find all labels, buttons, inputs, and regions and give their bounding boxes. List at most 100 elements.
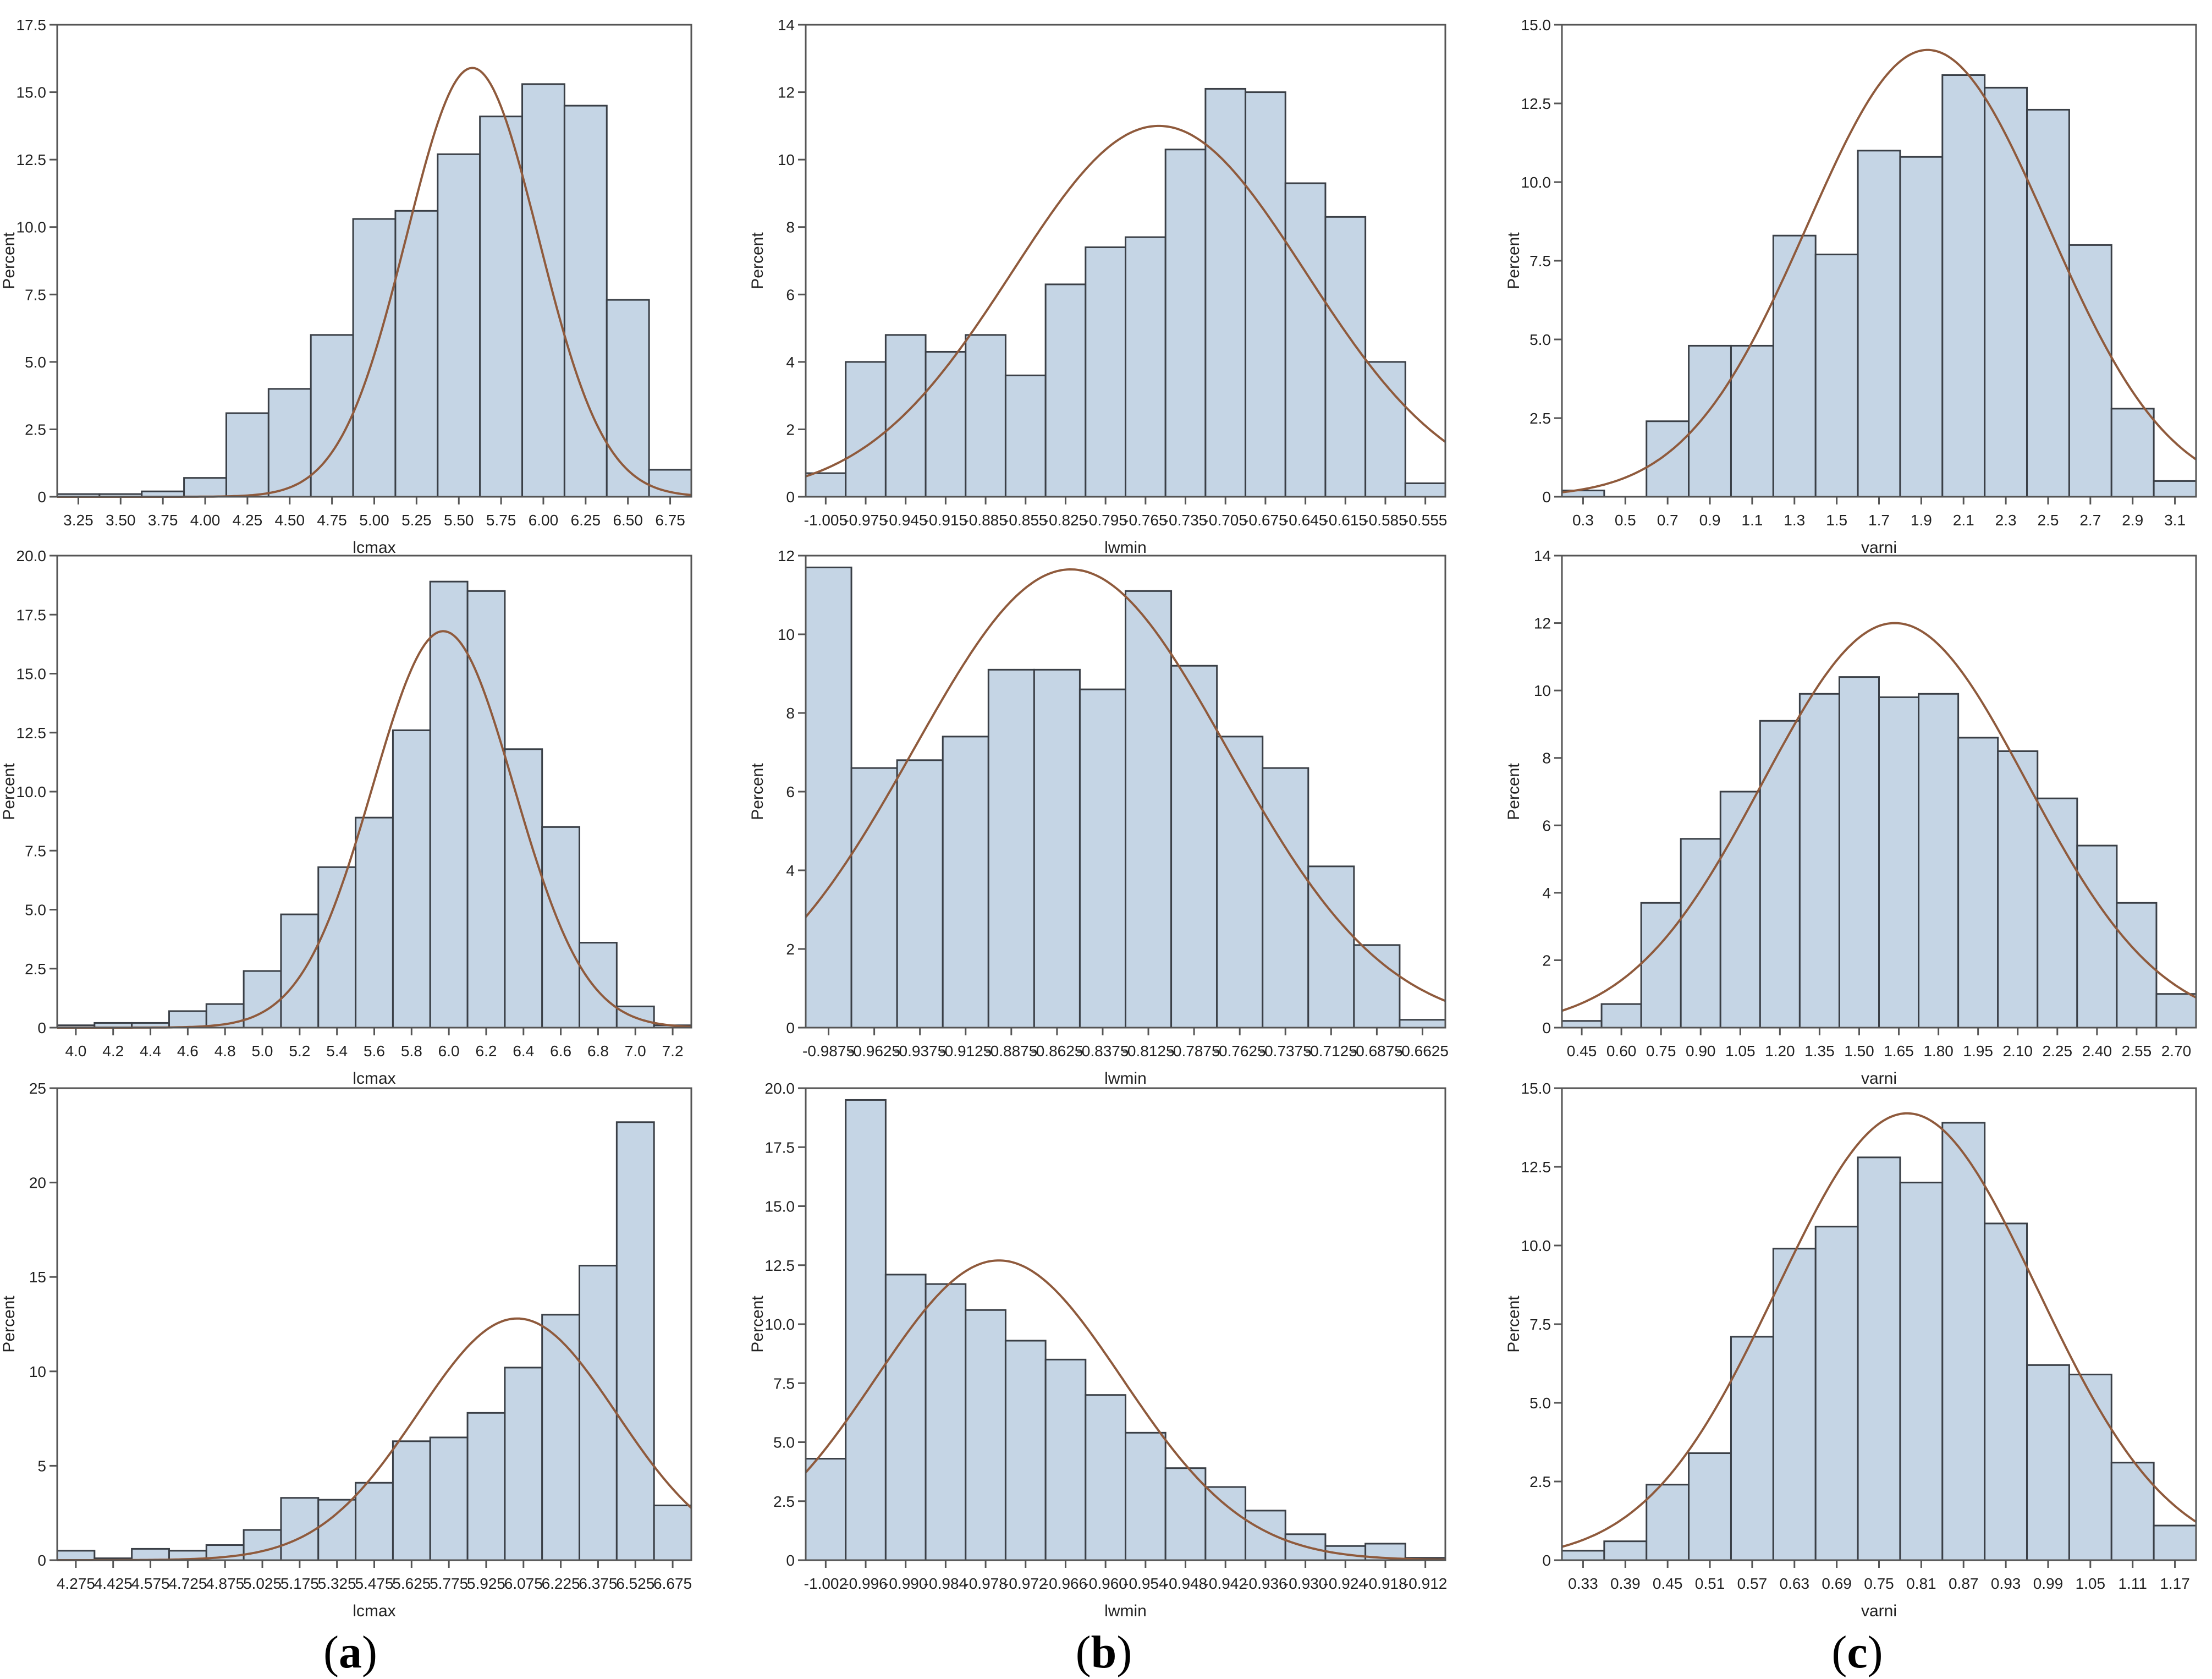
- histogram-bar: [1899, 156, 1944, 498]
- x-tick-label: 6.0: [438, 1042, 460, 1060]
- y-tick-label: 17.5: [16, 606, 47, 623]
- histogram-bar: [1085, 246, 1126, 498]
- y-tick-label: 12: [778, 84, 795, 101]
- histogram-bar: [504, 748, 543, 1029]
- x-tick-label: 5.475: [355, 1575, 393, 1592]
- histogram-bar: [429, 580, 469, 1029]
- x-tick-label: 4.2: [102, 1042, 124, 1060]
- x-tick-label: 5.8: [401, 1042, 422, 1060]
- histogram-bar: [1878, 696, 1920, 1029]
- x-tick-label: -0.825: [1044, 512, 1087, 529]
- y-tick-label: 20.0: [765, 1080, 795, 1097]
- x-tick-label: 0.33: [1568, 1575, 1598, 1592]
- x-tick-label: 0.7: [1657, 512, 1679, 529]
- histogram-panel-2: 0 2 4 6 8 10 12 14 -1.005-0.975-0.945-0.915-0.88…: [749, 17, 1447, 557]
- histogram-bar: [1561, 1020, 1603, 1029]
- y-tick-label: 0: [37, 489, 46, 506]
- y-tick-label: 4: [786, 354, 795, 371]
- y-axis-title: Percent: [749, 763, 767, 820]
- x-tick-label: 4.75: [317, 512, 347, 529]
- histogram-bar: [1262, 767, 1309, 1029]
- histogram-bar: [805, 472, 847, 498]
- x-tick-label: 0.93: [1991, 1575, 2021, 1592]
- y-axis-title: Percent: [1505, 232, 1523, 289]
- x-axis-title: varni: [1861, 1602, 1897, 1620]
- histogram-bar: [1603, 1540, 1648, 1561]
- x-tick-label: 0.3: [1572, 512, 1594, 529]
- x-tick-label: 1.80: [1923, 1042, 1954, 1060]
- x-tick-label: -0.960: [1083, 1575, 1127, 1592]
- y-tick-label: 5.0: [1529, 331, 1551, 348]
- y-axis-title: Percent: [0, 763, 18, 820]
- histogram-bar: [1646, 1484, 1690, 1561]
- x-tick-label: 5.175: [280, 1575, 319, 1592]
- x-tick-label: 2.70: [2161, 1042, 2192, 1060]
- normal-density-curve: [1561, 622, 2197, 1012]
- x-tick-label: 1.3: [1784, 512, 1805, 529]
- histogram-bar: [310, 334, 354, 498]
- histogram-bar: [1688, 344, 1732, 498]
- histogram-bar: [845, 1099, 887, 1561]
- y-tick-label: 12: [778, 547, 795, 564]
- histogram-bar: [1941, 1122, 1986, 1561]
- normal-density-curve: [1561, 48, 2197, 493]
- histogram-bar: [479, 116, 524, 498]
- x-tick-label: 7.2: [662, 1042, 684, 1060]
- x-tick-label: -0.6625: [1396, 1042, 1449, 1060]
- y-tick-label: 8: [786, 705, 795, 722]
- x-tick-label: 2.7: [2079, 512, 2101, 529]
- x-tick-label: -0.978: [964, 1575, 1007, 1592]
- y-tick-label: 7.5: [25, 286, 46, 303]
- y-tick-label: 14: [1534, 547, 1551, 564]
- histogram-bar: [1044, 1358, 1087, 1561]
- y-tick-label: 15.0: [1521, 1080, 1551, 1097]
- histogram-bar: [1899, 1182, 1944, 1561]
- x-tick-label: -0.555: [1404, 512, 1447, 529]
- normal-density-curve: [1561, 1112, 2197, 1548]
- x-tick-label: 0.39: [1610, 1575, 1641, 1592]
- y-tick-label: 15.0: [16, 84, 47, 101]
- histogram-bar: [606, 299, 650, 498]
- histogram-bar: [1324, 216, 1367, 498]
- x-tick-label: 1.9: [1911, 512, 1932, 529]
- histogram-bar: [466, 1412, 506, 1561]
- x-tick-label: -0.795: [1083, 512, 1127, 529]
- x-tick-label: -0.585: [1363, 512, 1407, 529]
- y-tick-label: 2.5: [25, 421, 46, 438]
- caption-b: (b): [1021, 1626, 1186, 1679]
- x-tick-label: -0.912: [1404, 1575, 1447, 1592]
- x-tick-label: -0.996: [844, 1575, 887, 1592]
- y-tick-label: 8: [786, 219, 795, 236]
- x-tick-label: 3.50: [106, 512, 136, 529]
- x-tick-label: -0.990: [884, 1575, 927, 1592]
- x-tick-label: 4.6: [177, 1042, 199, 1060]
- y-tick-label: 2.5: [1529, 410, 1551, 427]
- x-axis-title: lwmin: [1104, 1602, 1147, 1620]
- x-tick-label: -0.915: [924, 512, 967, 529]
- histogram-bar: [1941, 74, 1986, 498]
- x-tick-label: 6.225: [542, 1575, 580, 1592]
- histogram-bar: [1814, 254, 1859, 498]
- histogram-bar: [615, 1121, 655, 1561]
- y-tick-label: 12.5: [16, 151, 47, 168]
- histogram-bar: [317, 1499, 357, 1561]
- x-tick-label: -0.615: [1324, 512, 1367, 529]
- histogram-bar: [1772, 1248, 1817, 1561]
- histogram-bar: [2153, 480, 2197, 498]
- histogram-bar: [1984, 1222, 2028, 1561]
- x-tick-label: 5.25: [401, 512, 432, 529]
- x-tick-label: 1.11: [2118, 1575, 2147, 1592]
- histogram-panel-1: 0 2.5 5.0 7.5 10.0 12.5 15.0 17.5 3.25 3.50 3.75 4.…: [0, 17, 692, 557]
- x-tick-label: -0.954: [1124, 1575, 1167, 1592]
- histogram-bar: [168, 1010, 207, 1029]
- x-tick-label: 3.1: [2164, 512, 2186, 529]
- x-tick-label: -0.9625: [848, 1042, 900, 1060]
- y-tick-label: 5: [37, 1457, 46, 1474]
- histogram-bar: [896, 759, 944, 1029]
- histogram-bar: [942, 736, 989, 1029]
- y-tick-label: 6: [786, 286, 795, 303]
- histogram-bar: [1640, 902, 1682, 1029]
- histogram-bar: [1364, 361, 1406, 498]
- x-tick-label: -0.735: [1164, 512, 1207, 529]
- histogram-bar: [280, 913, 320, 1029]
